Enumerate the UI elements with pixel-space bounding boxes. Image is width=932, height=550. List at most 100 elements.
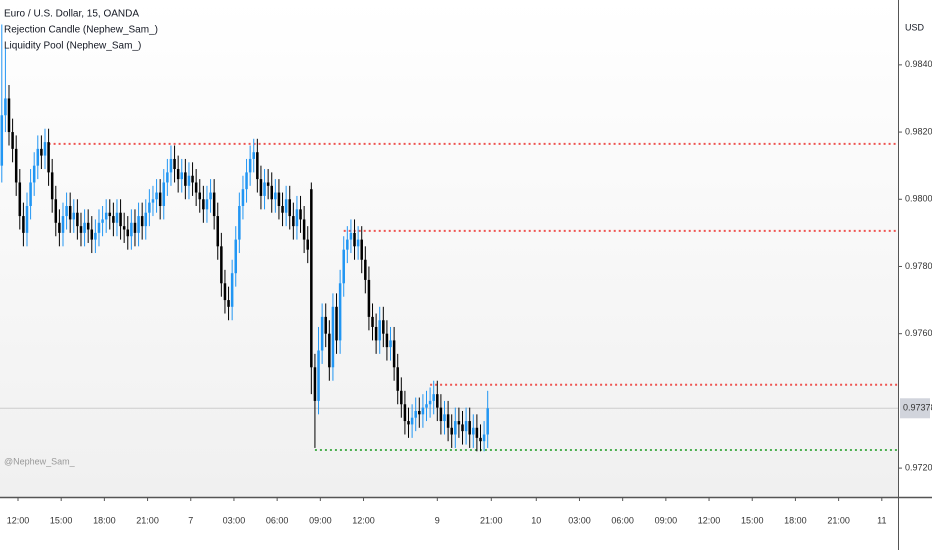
x-tick-label: 12:00 [352,515,375,525]
x-tick-label: 15:00 [741,515,764,525]
candle-body [227,300,230,307]
candle-body [122,226,126,230]
candle-body [324,316,327,334]
candle-body [396,367,399,391]
candle-body [479,437,482,442]
candle-body [443,414,446,422]
candle-body [284,199,288,213]
candle-body [18,182,22,217]
candle-body [234,239,238,274]
candle-body [180,172,184,180]
candle-body [299,209,302,220]
candle-body [292,216,295,227]
candle-body [432,394,435,401]
candle-body [47,142,50,173]
candle-body [86,222,90,230]
x-tick-label: 21:00 [480,515,503,525]
chart-title: Euro / U.S. Dollar, 15, OANDA [4,9,139,20]
candle-body [446,414,450,428]
candle-body [230,273,234,307]
candle-body [306,239,309,250]
candle-body [238,205,241,240]
candle-body [194,182,198,193]
candle-body [11,132,14,149]
candle-body [367,279,371,317]
candle-body [281,205,284,213]
candle-body [72,212,76,220]
candle-body [119,212,122,227]
candle-body [90,229,94,240]
candle-body [166,172,169,183]
candle-body [97,222,101,233]
candle-body [43,142,47,156]
candle-body [169,158,173,173]
candle-body [198,192,202,200]
candle-body [342,249,345,284]
candle-body [173,158,176,170]
candle-body [108,212,112,217]
indicator-label: Liquidity Pool (Nephew_Sam_) [4,41,141,52]
candle-body [126,229,130,237]
candle-body [112,216,115,223]
candle-body [101,219,104,223]
candle-body [428,400,432,405]
x-tick-label: 18:00 [93,515,116,525]
candle-body [104,212,108,220]
candle-body [310,189,313,368]
candle-body [245,172,248,190]
candle-body [331,306,335,368]
x-tick-label: 09:00 [655,515,678,525]
candle-body [472,427,475,435]
candle-body [328,333,331,368]
candle-body [22,216,25,233]
candle-body [410,417,414,425]
x-tick-label: 21:00 [827,515,850,525]
candle-body [151,199,155,203]
x-tick-label: 15:00 [50,515,73,525]
candle-body [54,199,58,223]
candle-body [209,192,212,200]
candle-body [7,98,11,133]
candle-body [36,148,40,166]
indicator-label: Rejection Candle (Nephew_Sam_) [4,25,158,36]
candle-body [220,246,223,284]
candle-body [176,169,180,180]
x-tick-label: 12:00 [7,515,30,525]
candle-body [79,226,83,233]
candle-body [295,209,299,227]
candle-body [223,283,227,301]
candle-body [4,98,7,116]
candle-body [371,316,374,327]
x-tick-label: 11 [877,515,886,525]
candle-body [252,152,256,159]
candle-body [83,222,86,233]
candle-body [256,152,259,180]
candle-body [158,192,162,206]
candle-body [184,172,187,186]
candle-body [302,219,306,240]
candle-body [389,340,392,348]
candle-body [68,205,72,220]
candle-body [58,222,61,233]
candle-body [364,259,367,280]
candle-body [450,427,453,435]
x-tick-label: 12:00 [698,515,721,525]
candle-body [464,421,468,432]
candle-body [130,222,133,237]
candle-body [414,410,417,418]
x-tick-label: 03:00 [223,515,246,525]
candle-body [486,408,489,435]
candle-body [263,182,266,196]
x-tick-label: 03:00 [568,515,591,525]
candle-body [0,115,4,166]
candle-body [385,333,389,348]
candle-body [76,212,79,227]
candle-body [288,199,291,217]
candle-body [418,410,421,415]
y-axis-label: USD [905,22,925,32]
candle-body [482,434,486,442]
